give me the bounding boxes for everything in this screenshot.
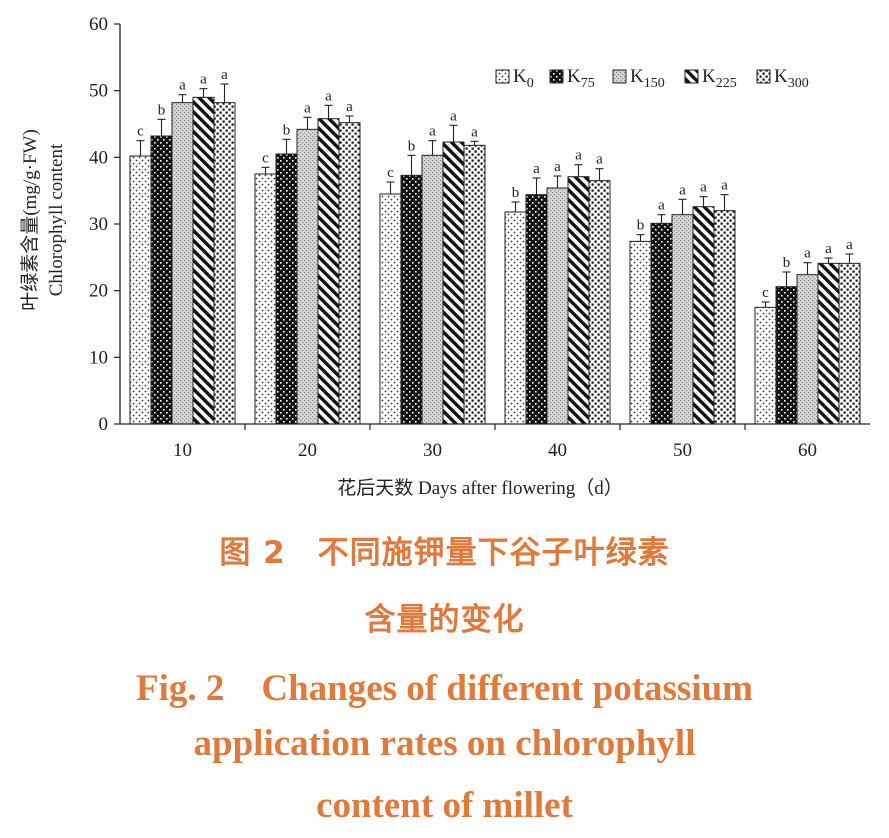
significance-letter: b (783, 255, 791, 271)
y-tick-label: 60 (89, 14, 108, 35)
legend-swatch (756, 69, 771, 84)
x-axis-title: 花后天数 Days after flowering（d） (337, 477, 622, 499)
bar-K75-30 (400, 174, 423, 425)
figure-caption-zh-line2: 含量的变化 (364, 602, 525, 638)
significance-letter: a (658, 198, 665, 214)
bar-K300-50 (713, 210, 736, 425)
significance-letter: b (283, 122, 291, 138)
bar-K300-60 (838, 262, 861, 425)
bar-K75-20 (275, 153, 298, 425)
legend-label: K0 (513, 66, 534, 91)
significance-letter: b (408, 138, 416, 154)
significance-letter: b (512, 185, 520, 201)
bar-K150-10 (171, 102, 194, 425)
bar-K150-20 (296, 128, 319, 425)
legend-label: K300 (774, 66, 809, 91)
significance-letter: a (304, 100, 311, 116)
bar-K225-40 (567, 176, 590, 425)
bar-K225-30 (442, 141, 465, 425)
bar-K75-50 (650, 222, 673, 425)
significance-letter: a (554, 159, 561, 175)
bar-K0-30 (379, 193, 402, 425)
legend-label: K75 (567, 66, 595, 91)
significance-letter: a (679, 182, 686, 198)
significance-letter: c (137, 124, 144, 140)
bar-K150-40 (546, 187, 569, 425)
significance-letter: a (429, 124, 436, 140)
significance-letter: a (846, 237, 853, 253)
bar-K75-10 (150, 135, 173, 425)
x-tick-label: 60 (798, 440, 817, 461)
bar-K225-50 (692, 206, 715, 425)
significance-letter: a (450, 108, 457, 124)
significance-letter: a (200, 72, 207, 88)
significance-letter: b (158, 102, 166, 118)
x-tick-label: 50 (673, 440, 692, 461)
significance-letter: a (596, 152, 603, 168)
significance-letter: a (700, 180, 707, 196)
chlorophyll-bar-chart: 叶绿素含量(mg/g·FW) Chlorophyll content 0 10 20… (19, 14, 870, 499)
figure-caption-en-line2: application rates on chlorophyll (193, 723, 696, 764)
significance-letter: a (575, 148, 582, 164)
legend-label: K225 (702, 66, 737, 91)
bar-K0-50 (629, 240, 652, 425)
y-tick-label: 10 (89, 347, 108, 368)
legend-swatch (612, 69, 627, 84)
bar-K0-10 (129, 155, 152, 425)
bar-K150-60 (796, 274, 819, 425)
bar-K225-20 (317, 118, 340, 425)
significance-letter: a (471, 124, 478, 140)
figure-caption-en-line3: content of millet (316, 785, 573, 826)
y-axis-title-en: Chlorophyll content (46, 143, 67, 296)
bar-K75-60 (775, 286, 798, 425)
x-tick-label: 10 (173, 440, 192, 461)
significance-letter: a (179, 78, 186, 94)
bar-K225-60 (817, 262, 840, 425)
y-tick-label: 30 (89, 214, 108, 235)
x-tick-label: 40 (548, 440, 567, 461)
significance-letter: c (762, 285, 769, 301)
legend-label: K150 (630, 66, 665, 91)
significance-letter: a (346, 99, 353, 115)
significance-letter: a (721, 178, 728, 194)
significance-letter: a (221, 67, 228, 83)
legend-swatch (495, 69, 510, 84)
bar-K0-60 (754, 306, 777, 425)
legend-swatch (549, 69, 564, 84)
y-axis-title-zh: 叶绿素含量(mg/g·FW) (19, 129, 41, 311)
x-tick-label: 30 (423, 440, 442, 461)
bar-K150-50 (671, 214, 694, 425)
figure-caption-zh-line1: 图 2 不同施钾量下谷子叶绿素 (219, 535, 670, 571)
bar-K75-40 (525, 194, 548, 425)
significance-letter: c (262, 150, 269, 166)
bar-K300-30 (463, 144, 486, 425)
bar-K300-20 (338, 122, 361, 425)
y-tick-label: 0 (99, 414, 109, 435)
bar-K150-30 (421, 154, 444, 425)
y-tick-label: 20 (89, 281, 108, 302)
bar-K0-20 (254, 173, 277, 425)
significance-letter: a (804, 246, 811, 262)
significance-letter: b (637, 218, 645, 234)
bar-K225-10 (192, 96, 215, 425)
significance-letter: c (387, 165, 394, 181)
y-tick-label: 50 (89, 81, 108, 102)
figure-caption-en-line1: Fig. 2 Changes of different potassium (135, 668, 754, 709)
significance-letter: a (533, 161, 540, 177)
bar-K0-40 (504, 211, 527, 425)
significance-letter: a (325, 88, 332, 104)
legend-swatch (684, 69, 699, 84)
bar-K300-40 (588, 180, 611, 425)
y-tick-label: 40 (89, 147, 108, 168)
bar-K300-10 (213, 102, 236, 425)
x-tick-label: 20 (298, 440, 317, 461)
significance-letter: a (825, 241, 832, 257)
